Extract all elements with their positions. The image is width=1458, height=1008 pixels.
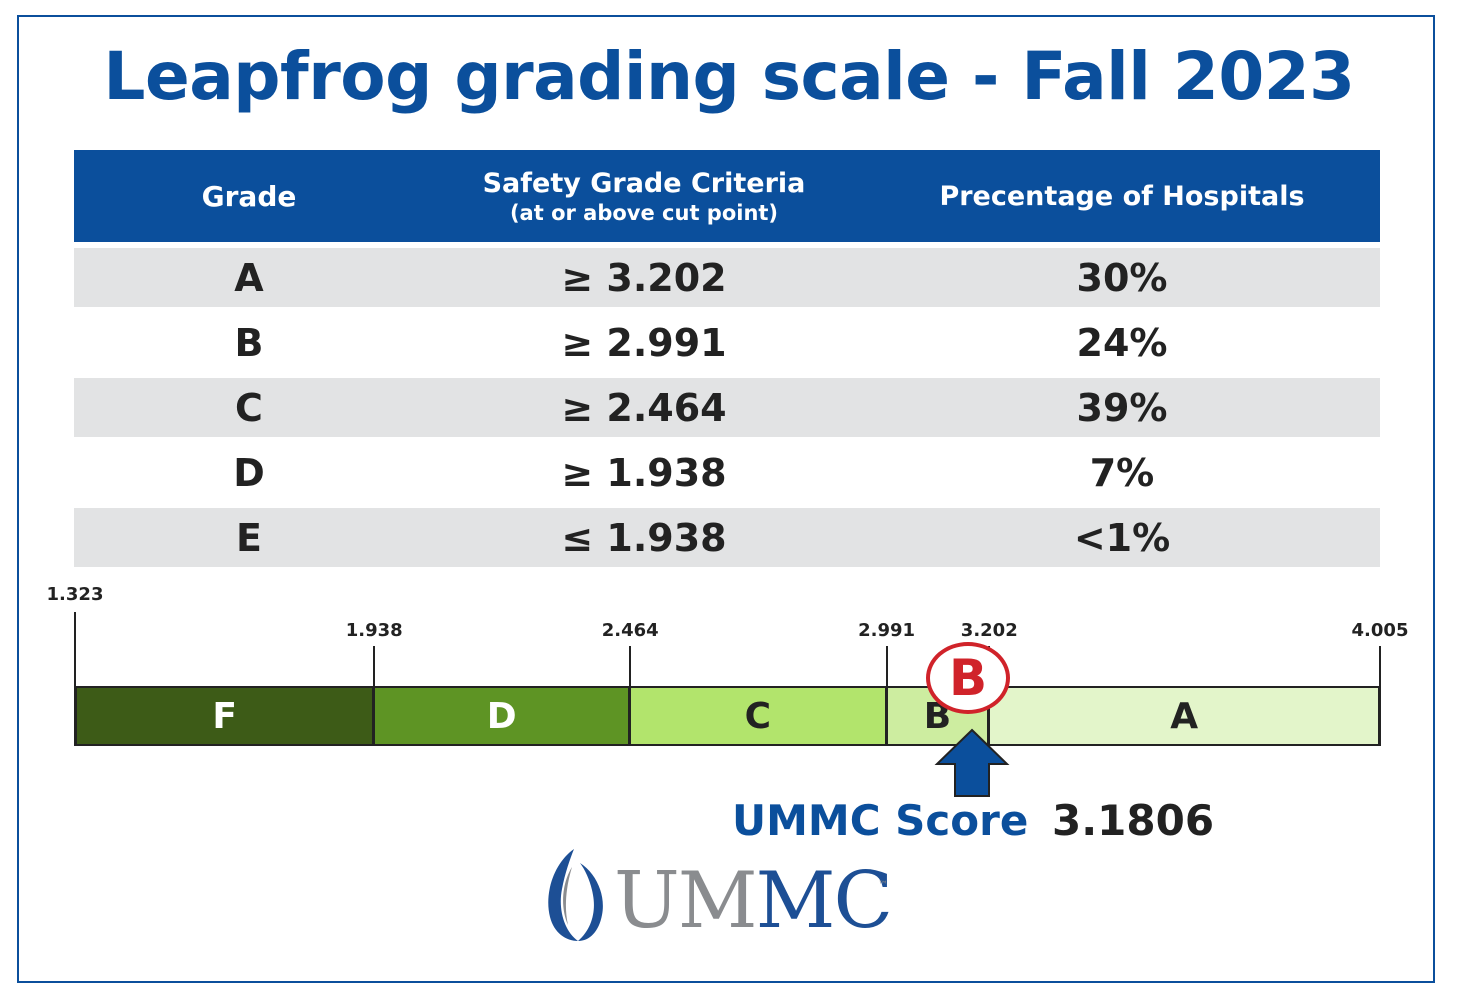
scale-tick-label: 2.464 [601, 620, 659, 641]
scale-tick-line [74, 612, 76, 746]
cell-percentage: 30% [1076, 255, 1168, 300]
scale-tick-line [373, 646, 376, 746]
scale-tick-label: 3.202 [960, 620, 1018, 641]
cell-percentage: <1% [1073, 515, 1171, 560]
header-criteria: Safety Grade Criteria (at or above cut p… [424, 150, 864, 242]
header-grade: Grade [74, 150, 424, 242]
page-title: Leapfrog grading scale - Fall 2023 [103, 38, 1355, 115]
scale-tick-label: 1.323 [46, 584, 104, 605]
table-row: A ≥ 3.202 30% [74, 248, 1380, 307]
trademark-mark: ™ [878, 880, 888, 891]
cell-percentage: 7% [1089, 450, 1155, 495]
cell-criteria: ≥ 1.938 [561, 450, 727, 495]
page-frame [17, 15, 1435, 983]
cell-criteria: ≥ 2.991 [561, 320, 727, 365]
score-value: 3.1806 [1052, 796, 1215, 845]
header-percentage: Precentage of Hospitals [864, 150, 1380, 242]
scale-segment-d: D [373, 686, 631, 746]
scale-segment-c: C [629, 686, 887, 746]
score-label: UMMC Score [732, 796, 1029, 845]
ummc-logo-icon [548, 849, 603, 941]
logo-text-um: UM [614, 856, 758, 946]
scale-tick-label: 2.991 [858, 620, 916, 641]
scale-tick-label: 1.938 [345, 620, 403, 641]
header-criteria-label: Safety Grade Criteria [482, 167, 806, 199]
cell-percentage: 24% [1076, 320, 1168, 365]
table-row: C ≥ 2.464 39% [74, 378, 1380, 437]
cell-percentage: 39% [1076, 385, 1168, 430]
scale-tick-line [885, 646, 888, 746]
cell-criteria: ≥ 3.202 [561, 255, 727, 300]
table-row: E ≤ 1.938 <1% [74, 508, 1380, 567]
scale-segment-f: F [75, 686, 375, 746]
cell-grade: C [235, 385, 263, 430]
score-grade-badge: B [926, 642, 1010, 714]
score-arrow-icon [934, 728, 1010, 797]
cell-grade: D [233, 450, 265, 495]
cell-grade: A [234, 255, 264, 300]
cell-grade: B [234, 320, 264, 365]
scale-segment-a: A [988, 686, 1380, 746]
table-row: B ≥ 2.991 24% [74, 313, 1380, 372]
table-row: D ≥ 1.938 7% [74, 443, 1380, 502]
scale-tick-line [629, 646, 632, 746]
scale-tick-line [1379, 646, 1381, 746]
ummc-logo-text: UMMC [614, 862, 893, 940]
header-percentage-label: Precentage of Hospitals [939, 180, 1305, 212]
cell-criteria: ≥ 2.464 [561, 385, 727, 430]
logo-text-mc: MC [755, 856, 894, 946]
scale-tick-label: 4.005 [1351, 620, 1409, 641]
header-criteria-sublabel: (at or above cut point) [509, 200, 779, 225]
cell-grade: E [236, 515, 262, 560]
cell-criteria: ≤ 1.938 [561, 515, 727, 560]
table-header: Grade Safety Grade Criteria (at or above… [74, 150, 1380, 242]
grading-table: Grade Safety Grade Criteria (at or above… [74, 150, 1380, 567]
header-grade-label: Grade [201, 179, 297, 213]
